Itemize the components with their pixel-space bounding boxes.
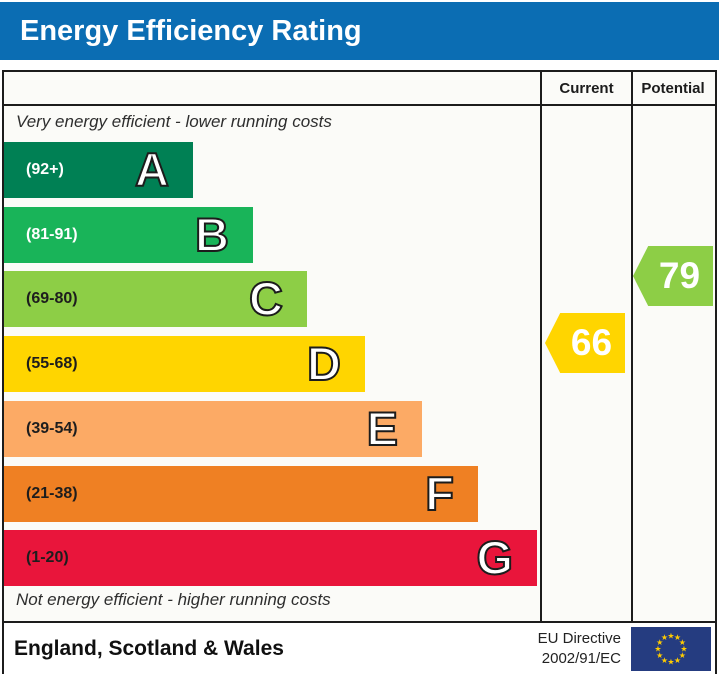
column-header-current: Current <box>559 80 614 97</box>
eu-directive-label: EU Directive 2002/91/EC <box>537 630 621 667</box>
band-letter: C <box>248 271 284 326</box>
rating-table: Current Potential Very energy efficient … <box>2 70 717 674</box>
band-letter: E <box>366 401 399 456</box>
svg-text:★: ★ <box>679 638 686 647</box>
svg-text:★: ★ <box>667 657 674 666</box>
potential-rating-marker: 79 <box>633 246 713 306</box>
band-range-label: (39-54) <box>26 420 78 437</box>
band-range-label: (1-20) <box>26 549 69 566</box>
band-row-d: (55-68) D <box>4 336 365 392</box>
band-row-a: (92+) A <box>4 142 193 198</box>
band-row-e: (39-54) E <box>4 401 422 457</box>
svg-text:★: ★ <box>656 638 663 647</box>
band-range-label: (55-68) <box>26 355 78 372</box>
band-row-c: (69-80) C <box>4 271 307 327</box>
band-letter: F <box>424 466 455 521</box>
svg-text:★: ★ <box>661 655 668 664</box>
current-rating-marker: 66 <box>545 313 625 373</box>
svg-text:★: ★ <box>654 644 661 653</box>
svg-text:★: ★ <box>661 633 668 642</box>
table-header-row: Current Potential <box>4 72 715 106</box>
band-letter: A <box>134 142 170 197</box>
band-letter: G <box>475 530 514 585</box>
region-label: England, Scotland & Wales <box>14 636 284 660</box>
column-divider-potential <box>631 72 633 621</box>
eu-flag-icon: ★ ★★★★★★★★★★★ <box>631 626 711 671</box>
footer: England, Scotland & Wales EU Directive 2… <box>4 621 715 674</box>
page-title: Energy Efficiency Rating <box>20 14 362 47</box>
svg-text:★: ★ <box>680 644 687 653</box>
band-range-label: (21-38) <box>26 485 78 502</box>
band-letter: D <box>306 336 342 391</box>
band-range-label: (69-80) <box>26 290 78 307</box>
title-bar: Energy Efficiency Rating <box>0 2 719 60</box>
column-divider-current <box>540 72 542 621</box>
top-caption: Very energy efficient - lower running co… <box>16 112 332 131</box>
svg-text:★: ★ <box>667 631 674 640</box>
svg-text:★: ★ <box>656 651 663 660</box>
band-range-label: (81-91) <box>26 226 78 243</box>
svg-text:★: ★ <box>674 655 681 664</box>
bottom-caption: Not energy efficient - higher running co… <box>16 590 331 609</box>
potential-rating-value: 79 <box>658 255 701 296</box>
column-header-potential: Potential <box>641 80 705 97</box>
svg-text:★: ★ <box>679 651 686 660</box>
band-row-f: (21-38) F <box>4 466 478 522</box>
band-range-label: (92+) <box>26 161 64 178</box>
current-rating-value: 66 <box>570 322 613 363</box>
band-row-b: (81-91) B <box>4 207 253 263</box>
band-letter: B <box>194 207 230 262</box>
svg-text:★: ★ <box>674 633 681 642</box>
band-row-g: (1-20) G <box>4 530 537 586</box>
chart-area: Very energy efficient - lower running co… <box>4 106 715 621</box>
